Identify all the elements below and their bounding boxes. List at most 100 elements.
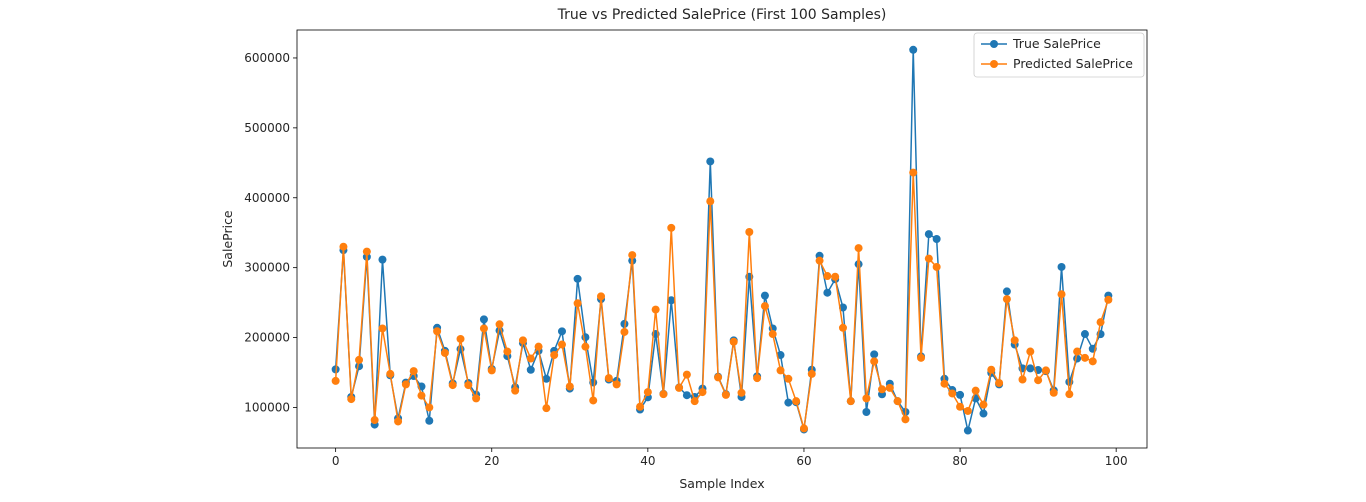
data-point bbox=[479, 315, 488, 324]
data-point bbox=[995, 378, 1004, 387]
data-point bbox=[472, 394, 481, 403]
data-point bbox=[581, 342, 590, 351]
data-point bbox=[948, 389, 957, 398]
data-point bbox=[464, 381, 473, 390]
data-point bbox=[760, 291, 769, 300]
data-point bbox=[433, 327, 442, 336]
data-point bbox=[573, 274, 582, 283]
chart-title: True vs Predicted SalePrice (First 100 S… bbox=[557, 7, 887, 23]
data-point bbox=[682, 370, 691, 379]
data-point bbox=[784, 374, 793, 383]
data-point bbox=[1073, 347, 1082, 356]
data-point bbox=[799, 424, 808, 433]
data-point bbox=[557, 340, 566, 349]
data-point bbox=[831, 272, 840, 281]
data-point bbox=[526, 354, 535, 363]
data-point bbox=[737, 388, 746, 397]
data-point bbox=[854, 244, 863, 253]
data-point bbox=[550, 351, 559, 360]
data-point bbox=[479, 324, 488, 333]
data-point bbox=[760, 302, 769, 311]
data-point bbox=[448, 381, 457, 390]
data-point bbox=[753, 374, 762, 383]
data-point bbox=[1057, 262, 1066, 271]
data-point bbox=[854, 260, 863, 269]
data-point bbox=[706, 197, 715, 206]
data-point bbox=[378, 324, 387, 333]
data-point bbox=[1104, 295, 1113, 304]
data-point bbox=[667, 223, 676, 232]
axes-layer: 0 20 40 60 80 100 100000 200000 300000 400000 5000… bbox=[244, 51, 1127, 468]
data-point bbox=[1073, 354, 1082, 363]
series-predicted-saleprice bbox=[331, 168, 1113, 433]
data-point bbox=[1088, 357, 1097, 366]
data-point bbox=[503, 347, 512, 356]
data-point bbox=[987, 365, 996, 374]
data-point bbox=[1080, 353, 1089, 362]
x-tick-label: 0 bbox=[332, 454, 340, 468]
data-point bbox=[557, 327, 566, 336]
data-point bbox=[597, 292, 606, 301]
data-point bbox=[518, 336, 527, 345]
data-point bbox=[362, 247, 371, 256]
data-point bbox=[1002, 287, 1011, 296]
x-tick-label: 40 bbox=[640, 454, 655, 468]
data-point bbox=[565, 382, 574, 391]
data-point bbox=[1002, 295, 1011, 304]
data-point bbox=[823, 288, 832, 297]
data-point bbox=[846, 397, 855, 406]
data-point bbox=[1041, 366, 1050, 375]
data-point bbox=[620, 319, 629, 328]
data-point bbox=[776, 351, 785, 360]
data-point bbox=[1026, 347, 1035, 356]
data-point bbox=[924, 230, 933, 239]
x-tick-label: 100 bbox=[1105, 454, 1128, 468]
legend: True SalePrice Predicted SalePrice bbox=[973, 32, 1145, 78]
data-point bbox=[1018, 375, 1027, 384]
data-point bbox=[893, 397, 902, 406]
data-point bbox=[745, 228, 754, 237]
data-point bbox=[698, 388, 707, 397]
data-point bbox=[456, 334, 465, 343]
x-tick-label: 80 bbox=[952, 454, 967, 468]
data-point bbox=[1049, 388, 1058, 397]
data-point bbox=[628, 251, 637, 260]
data-point bbox=[542, 374, 551, 383]
data-point bbox=[409, 367, 418, 376]
data-point bbox=[667, 296, 676, 305]
data-point bbox=[823, 272, 832, 281]
data-point bbox=[901, 415, 910, 424]
data-point bbox=[862, 408, 871, 416]
legend-label-true: True SalePrice bbox=[1012, 36, 1101, 51]
data-point bbox=[1010, 336, 1019, 345]
data-point bbox=[838, 323, 847, 332]
legend-marker-pred bbox=[990, 60, 998, 68]
data-point bbox=[924, 254, 933, 263]
data-point bbox=[1026, 364, 1035, 373]
data-point bbox=[682, 391, 691, 400]
data-point bbox=[714, 373, 723, 382]
y-tick-label: 200000 bbox=[244, 331, 290, 345]
plot-frame bbox=[296, 29, 1148, 449]
data-point bbox=[870, 357, 879, 366]
data-point bbox=[1057, 290, 1066, 299]
data-point bbox=[542, 404, 551, 413]
y-tick-label: 100000 bbox=[244, 400, 290, 414]
data-point bbox=[932, 235, 941, 243]
data-point bbox=[331, 376, 340, 385]
x-tick-label: 60 bbox=[796, 454, 811, 468]
data-point bbox=[573, 299, 582, 308]
x-tick-label: 20 bbox=[484, 454, 499, 468]
data-point bbox=[675, 383, 684, 392]
data-point bbox=[815, 256, 824, 265]
data-point bbox=[417, 391, 426, 400]
data-point bbox=[838, 303, 847, 312]
data-point bbox=[768, 330, 777, 339]
plot-area bbox=[297, 30, 1147, 448]
data-point bbox=[495, 320, 504, 329]
data-point bbox=[355, 355, 364, 364]
data-point bbox=[690, 397, 699, 406]
data-point bbox=[807, 369, 816, 378]
data-point bbox=[721, 390, 730, 399]
